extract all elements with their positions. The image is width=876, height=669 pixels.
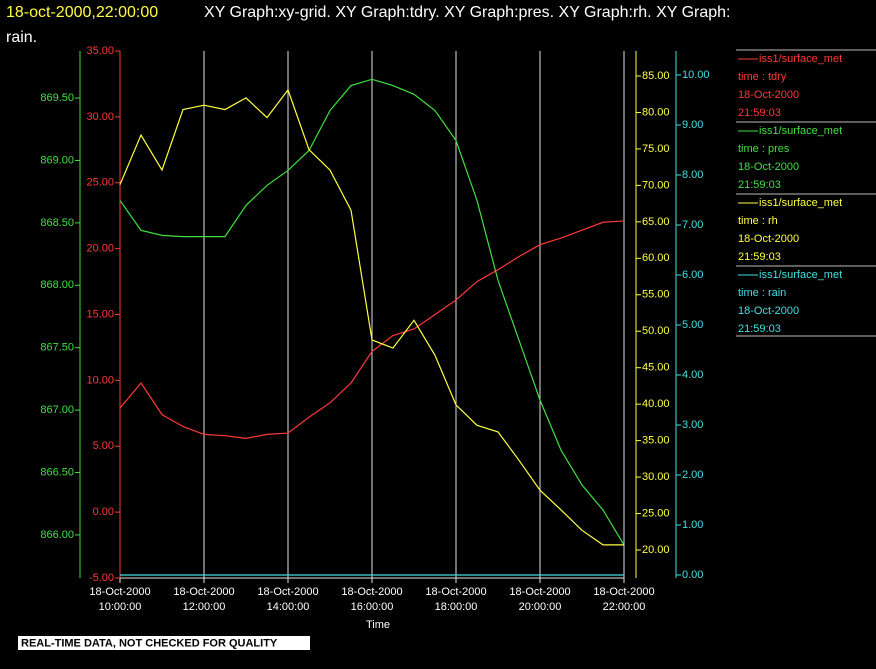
- y-tick-label: 2.00: [682, 469, 703, 481]
- y-tick-label: 7.00: [682, 219, 703, 231]
- chart-title: 18-oct-2000,22:00:00: [6, 4, 158, 21]
- y-tick-label: 0.00: [93, 506, 114, 518]
- legend-name: iss1/surface_met: [759, 53, 842, 65]
- legend-text: 21:59:03: [738, 179, 781, 191]
- y-tick-label: 869.00: [40, 154, 74, 166]
- y-tick-label: 5.00: [682, 319, 703, 331]
- y-tick-label: 866.50: [40, 466, 74, 478]
- y-tick-label: 8.00: [682, 169, 703, 181]
- legend-text: 21:59:03: [738, 107, 781, 119]
- legend-text: 21:59:03: [738, 251, 781, 263]
- y-tick-label: 30.00: [642, 471, 670, 483]
- y-tick-label: 868.50: [40, 217, 74, 229]
- x-tick-label-line: 18-Oct-2000: [341, 586, 402, 598]
- x-tick-label-line: 18:00:00: [435, 601, 478, 613]
- y-tick-label: 80.00: [642, 106, 670, 118]
- y-tick-label: 869.50: [40, 92, 74, 104]
- x-tick-label-line: 18-Oct-2000: [425, 586, 486, 598]
- y-tick-label: 10.00: [86, 374, 114, 386]
- legend-text: 18-Oct-2000: [738, 305, 799, 317]
- x-tick-label: 18-Oct-2000 10:00:00: [89, 586, 150, 613]
- y-tick-label: 30.00: [86, 111, 114, 123]
- legend-text: time : tdry: [738, 71, 787, 83]
- legend-text: 18-Oct-2000: [738, 161, 799, 173]
- x-tick-label-line: 18-Oct-2000: [257, 586, 318, 598]
- y-tick-label: 0.00: [682, 569, 703, 581]
- x-tick-label-line: 10:00:00: [99, 601, 142, 613]
- footer: REAL-TIME DATA, NOT CHECKED FOR QUALITY: [21, 637, 278, 649]
- y-tick-label: 867.50: [40, 342, 74, 354]
- y-tick-label: 60.00: [642, 252, 670, 264]
- x-tick-label: 18-Oct-2000 22:00:00: [593, 586, 654, 613]
- x-tick-label-line: 16:00:00: [351, 601, 394, 613]
- legend-text: 18-Oct-2000: [738, 233, 799, 245]
- series-line: [119, 88, 624, 546]
- y-tick-label: 25.00: [86, 177, 114, 189]
- x-tick-label: 18-Oct-2000 20:00:00: [509, 586, 570, 613]
- chart-subtitle: rain.: [6, 29, 37, 46]
- legend-text: time : rh: [738, 215, 778, 227]
- y-tick-label: 85.00: [642, 70, 670, 82]
- legend-text: time : rain: [738, 287, 786, 299]
- y-tick-label: -5.00: [89, 572, 114, 584]
- legend-text: 18-Oct-2000: [738, 89, 799, 101]
- y-tick-label: 9.00: [682, 119, 703, 131]
- series-line: [119, 220, 625, 439]
- x-axis-label: Time: [366, 619, 390, 631]
- y-tick-label: 4.00: [682, 369, 703, 381]
- y-tick-label: 10.00: [682, 69, 710, 81]
- y-tick-label: 45.00: [642, 362, 670, 374]
- legend-text: 21:59:03: [738, 323, 781, 335]
- y-tick-label: 70.00: [642, 179, 670, 191]
- y-tick-label: 1.00: [682, 519, 703, 531]
- y-tick-label: 868.00: [40, 279, 74, 291]
- x-tick-label: 18-Oct-2000 12:00:00: [173, 586, 234, 613]
- x-tick-label-line: 18-Oct-2000: [173, 586, 234, 598]
- y-tick-label: 50.00: [642, 325, 670, 337]
- legend-name: iss1/surface_met: [759, 269, 842, 281]
- y-tick-label: 5.00: [93, 440, 114, 452]
- chart-subtitle: XY Graph:xy-grid. XY Graph:tdry. XY Grap…: [204, 4, 730, 21]
- x-tick-label-line: 18-Oct-2000: [509, 586, 570, 598]
- y-tick-label: 25.00: [642, 507, 670, 519]
- y-tick-label: 65.00: [642, 216, 670, 228]
- x-tick-label-line: 14:00:00: [267, 601, 310, 613]
- y-tick-label: 15.00: [86, 308, 114, 320]
- x-tick-label-line: 18-Oct-2000: [593, 586, 654, 598]
- x-tick-label: 18-Oct-2000 14:00:00: [257, 586, 318, 613]
- y-tick-label: 35.00: [642, 435, 670, 447]
- y-tick-label: 3.00: [682, 419, 703, 431]
- legend-name: iss1/surface_met: [759, 197, 842, 209]
- footer-box: [18, 636, 310, 650]
- x-tick-label-line: 22:00:00: [603, 601, 646, 613]
- legend-name: iss1/surface_met: [759, 125, 842, 137]
- x-tick-label-line: 18-Oct-2000: [89, 586, 150, 598]
- y-tick-label: 6.00: [682, 269, 703, 281]
- series-line: [119, 78, 625, 546]
- x-tick-label: 18-Oct-2000 16:00:00: [341, 586, 402, 613]
- x-tick-label-line: 20:00:00: [519, 601, 562, 613]
- y-tick-label: 867.00: [40, 404, 74, 416]
- legend-text: time : pres: [738, 143, 790, 155]
- y-tick-label: 35.00: [86, 45, 114, 57]
- y-tick-label: 866.00: [40, 529, 74, 541]
- x-tick-label: 18-Oct-2000 18:00:00: [425, 586, 486, 613]
- x-tick-label-line: 12:00:00: [183, 601, 226, 613]
- y-tick-label: 20.00: [86, 243, 114, 255]
- y-tick-label: 55.00: [642, 289, 670, 301]
- y-tick-label: 75.00: [642, 143, 670, 155]
- y-tick-label: 20.00: [642, 544, 670, 556]
- y-tick-label: 40.00: [642, 398, 670, 410]
